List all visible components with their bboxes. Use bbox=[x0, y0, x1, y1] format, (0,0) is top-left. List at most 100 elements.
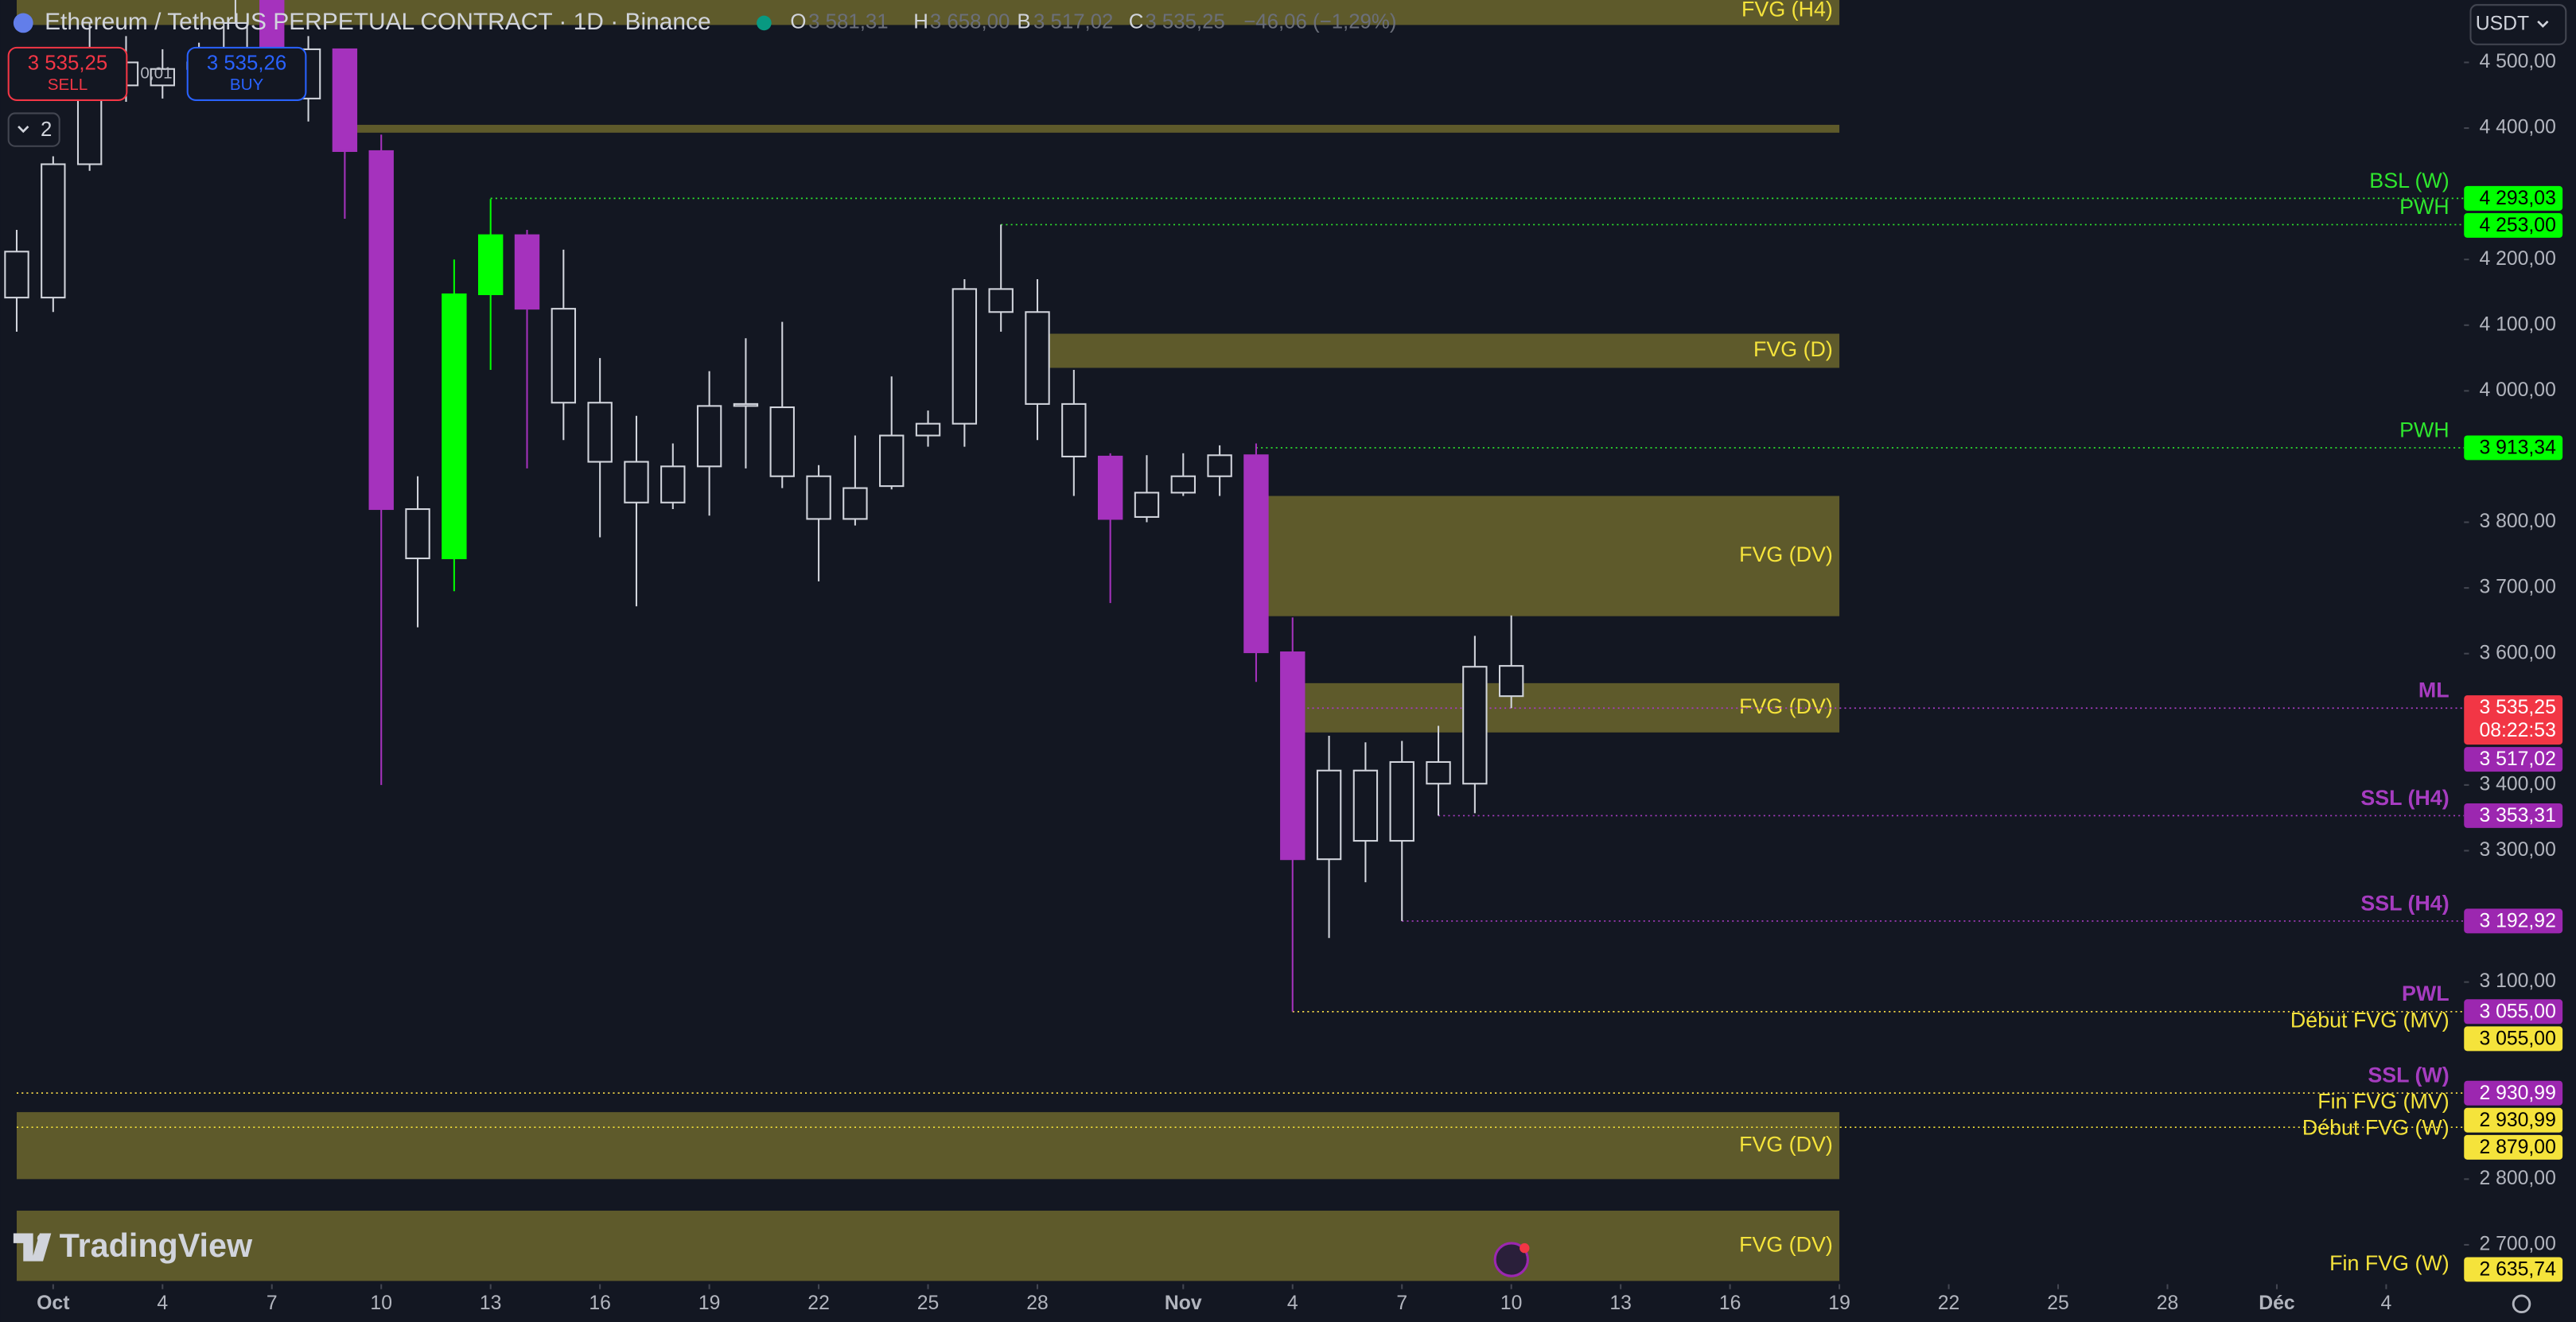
last-price-tag bbox=[2464, 695, 2563, 745]
x-tick-label: 4 bbox=[1287, 1293, 1298, 1314]
candle-body bbox=[769, 406, 795, 477]
price-tag-label: 2 930,99 bbox=[2479, 1110, 2555, 1131]
candle-body bbox=[951, 288, 978, 425]
candle-body bbox=[41, 163, 66, 299]
candle-body bbox=[442, 293, 467, 559]
sell-button[interactable]: 3 535,25 SELL bbox=[7, 46, 128, 101]
x-tick-label: 7 bbox=[1396, 1293, 1407, 1314]
level-label: Début FVG (W) bbox=[2302, 1116, 2450, 1140]
level-label: Fin FVG (W) bbox=[2329, 1251, 2450, 1275]
price-tag-label: 2 930,99 bbox=[2479, 1083, 2555, 1104]
candle-body bbox=[514, 234, 540, 310]
x-tick-label: 4 bbox=[157, 1293, 168, 1314]
ohlc-label: C bbox=[1129, 11, 1144, 33]
x-tick-label: 16 bbox=[589, 1293, 611, 1314]
x-tick-label: 13 bbox=[480, 1293, 502, 1314]
price-tag bbox=[2464, 435, 2563, 461]
ohlc-value: 3 517,02 bbox=[1033, 11, 1113, 33]
y-tick-label: 3 300,00 bbox=[2479, 839, 2555, 861]
price-tag-label: 3 353,31 bbox=[2479, 805, 2555, 826]
x-tick-label: 28 bbox=[2157, 1293, 2179, 1314]
candle-body bbox=[733, 402, 759, 407]
y-tick-label: 4 100,00 bbox=[2479, 313, 2555, 335]
candle-body bbox=[1134, 492, 1160, 518]
x-tick-label: 22 bbox=[1938, 1293, 1960, 1314]
buy-label[interactable]: BUY bbox=[230, 76, 264, 94]
level-label: PWH bbox=[2399, 418, 2450, 441]
candle-body bbox=[1025, 311, 1050, 405]
candle-body bbox=[624, 461, 649, 504]
candle-body bbox=[150, 68, 175, 87]
candle-body bbox=[368, 150, 394, 511]
candle-body bbox=[806, 475, 831, 520]
zone-label: FVG (H4) bbox=[1741, 0, 1833, 21]
quantity[interactable]: 0,01 bbox=[140, 64, 172, 82]
candle-body bbox=[1316, 769, 1342, 861]
y-tick-label: 4 500,00 bbox=[2479, 51, 2555, 72]
buy-box[interactable] bbox=[186, 46, 307, 101]
alert-icon[interactable] bbox=[1493, 1242, 1529, 1277]
fvg-zone bbox=[17, 1112, 1840, 1180]
level-label: Début FVG (MV) bbox=[2290, 1008, 2450, 1032]
price-tag bbox=[2464, 212, 2563, 238]
price-tag bbox=[2464, 185, 2563, 211]
symbol-title: Ethereum / TetherUS PERPETUAL CONTRACT ·… bbox=[45, 9, 711, 35]
last-price: 3 535,25 bbox=[2479, 697, 2555, 718]
buy-button[interactable]: 3 535,26 BUY bbox=[186, 46, 307, 101]
candle-body bbox=[1170, 475, 1196, 494]
candle-body bbox=[477, 234, 504, 296]
zone-label: FVG (DV) bbox=[1739, 1132, 1833, 1156]
currency-box[interactable] bbox=[2469, 4, 2567, 45]
candle-body bbox=[1498, 665, 1524, 698]
ohlc-change: −46,06 (−1,29%) bbox=[1243, 11, 1396, 33]
price-tag-label: 3 913,34 bbox=[2479, 437, 2556, 459]
x-tick-label: 19 bbox=[698, 1293, 721, 1314]
level-label: SSL (H4) bbox=[2360, 891, 2449, 915]
candle-body bbox=[587, 402, 613, 463]
fvg-zone bbox=[1292, 682, 1840, 733]
price-tag-label: 3 192,92 bbox=[2479, 910, 2555, 931]
x-tick-label: 16 bbox=[1719, 1293, 1741, 1314]
plot-area: FVG (H4) FVG (D) FVG (DV) FVG (DV) FVG (DV) F… bbox=[4, 0, 2465, 1281]
candle-body bbox=[1061, 402, 1087, 457]
sell-label[interactable]: SELL bbox=[48, 76, 88, 94]
symbol-icon bbox=[13, 13, 33, 33]
candle-body bbox=[1243, 454, 1269, 654]
chevron[interactable] bbox=[18, 126, 29, 134]
fvg-zone bbox=[17, 1211, 1840, 1281]
buy-price[interactable]: 3 535,26 bbox=[207, 52, 286, 74]
y-tick-label: 2 800,00 bbox=[2479, 1168, 2555, 1189]
ohlc-value: 3 581,31 bbox=[808, 11, 888, 33]
price-tag bbox=[2464, 1134, 2563, 1160]
level-label: SSL (W) bbox=[2368, 1063, 2449, 1087]
level-label: PWH bbox=[2399, 195, 2450, 219]
candle-body bbox=[660, 465, 686, 504]
ohlc-value: 3 535,25 bbox=[1145, 11, 1224, 33]
logo: TradingView bbox=[13, 1227, 253, 1264]
fvg-zone bbox=[1037, 333, 1840, 368]
x-tick-label: 19 bbox=[1828, 1293, 1850, 1314]
x-tick-label: 28 bbox=[1026, 1293, 1049, 1314]
sell-box[interactable] bbox=[7, 46, 128, 101]
y-tick-label: 4 400,00 bbox=[2479, 117, 2555, 138]
zone-label: FVG (DV) bbox=[1739, 694, 1833, 718]
candle-body bbox=[1462, 666, 1488, 785]
indicators-toggle[interactable]: 2 bbox=[7, 112, 60, 147]
sell-price[interactable]: 3 535,25 bbox=[28, 52, 107, 74]
x-tick-label: Nov bbox=[1165, 1293, 1202, 1314]
currency-select[interactable]: USDT bbox=[2469, 4, 2567, 45]
candle-body bbox=[1352, 769, 1379, 842]
indicators-count[interactable]: 2 bbox=[41, 119, 52, 141]
level-label: PWL bbox=[2402, 982, 2450, 1005]
settings-icon[interactable] bbox=[2512, 1294, 2531, 1314]
price-tag bbox=[2464, 803, 2563, 828]
candle-body bbox=[1207, 454, 1232, 477]
currency[interactable]: USDT bbox=[2476, 14, 2529, 35]
indicators-box[interactable] bbox=[7, 112, 60, 147]
x-tick-label: 7 bbox=[267, 1293, 278, 1314]
price-tag bbox=[2464, 1257, 2563, 1282]
chevron[interactable] bbox=[2537, 20, 2549, 28]
candle-body bbox=[879, 434, 905, 488]
level-label: SSL (H4) bbox=[2360, 786, 2449, 810]
price-tag-label: 3 517,02 bbox=[2479, 748, 2555, 770]
